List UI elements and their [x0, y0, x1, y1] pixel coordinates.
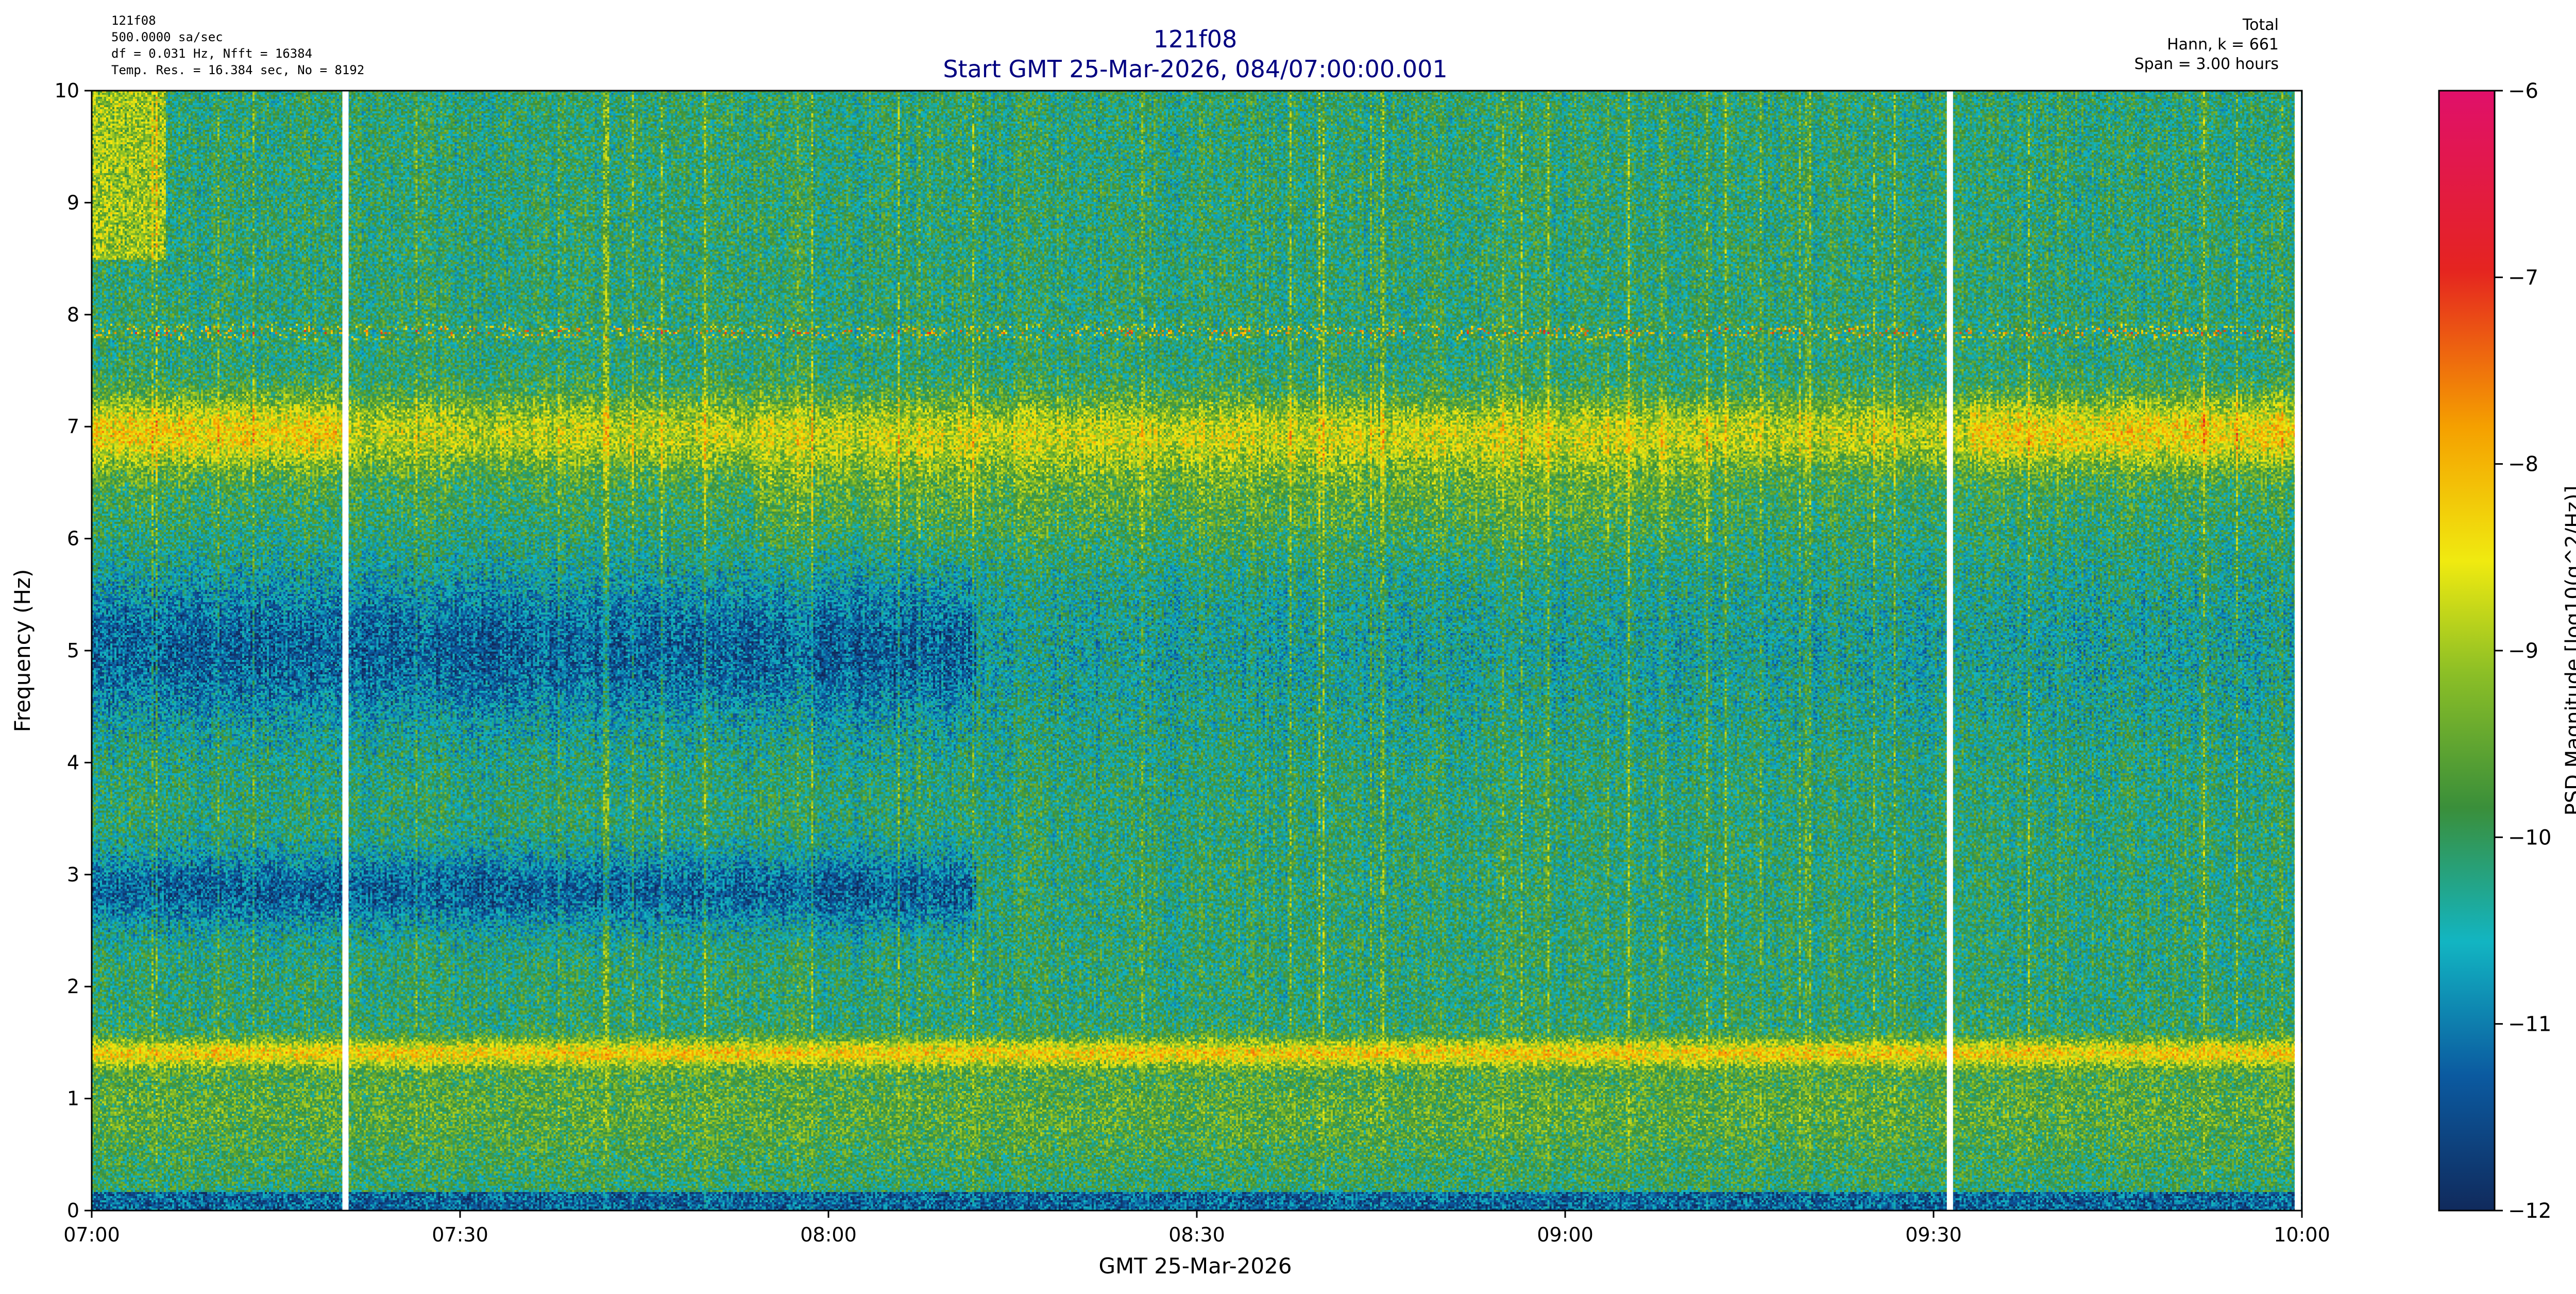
colorbar-tick-label: −11 — [2508, 1013, 2551, 1036]
data-gap — [342, 91, 349, 1211]
header-left-line-4: Temp. Res. = 16.384 sec, No = 8192 — [111, 63, 364, 77]
x-axis: 07:00 07:30 08:00 08:30 09:00 09:30 10:00 — [63, 1211, 2330, 1246]
colorbar-tick-label: −9 — [2508, 639, 2538, 663]
y-tick-label: 6 — [67, 527, 79, 550]
colorbar-tick-label: −12 — [2508, 1199, 2551, 1223]
colorbar-label: PSD Magnitude [log10(g^2/Hz)] — [2562, 486, 2576, 816]
x-tick-label: 07:30 — [432, 1223, 488, 1246]
y-tick-label: 2 — [67, 975, 79, 998]
x-tick-label: 09:30 — [1905, 1223, 1962, 1246]
header-right-line-3: Span = 3.00 hours — [2134, 55, 2279, 73]
x-axis-label: GMT 25-Mar-2026 — [1099, 1253, 1292, 1279]
y-tick-label: 5 — [67, 639, 79, 662]
y-tick-label: 10 — [55, 79, 79, 102]
header-right-line-2: Hann, k = 661 — [2167, 36, 2279, 54]
y-tick-label: 9 — [67, 191, 79, 214]
plot-area — [91, 90, 2303, 1212]
colorbar-tick-label: −8 — [2508, 453, 2538, 476]
header-left-line-1: 121f08 — [111, 13, 156, 28]
y-tick-label: 1 — [67, 1087, 79, 1110]
y-tick-label: 3 — [67, 863, 79, 886]
title-line-1: 121f08 — [1154, 25, 1238, 53]
colorbar: −6 −7 −8 −9 −10 −11 −12 PSD Magnitude [log10(g… — [2438, 79, 2576, 1223]
x-tick-label: 07:00 — [63, 1223, 120, 1246]
y-tick-label: 8 — [67, 303, 79, 326]
colorbar-tick-label: −10 — [2508, 826, 2551, 849]
colorbar-tick-label: −7 — [2508, 266, 2538, 290]
colorbar-gradient — [2438, 90, 2496, 1212]
colorbar-ticks: −6 −7 −8 −9 −10 −11 −12 — [2495, 79, 2551, 1223]
y-axis-label: Frequency (Hz) — [10, 569, 35, 733]
header-right-line-1: Total — [2242, 16, 2279, 34]
header-right: Total Hann, k = 661 Span = 3.00 hours — [2134, 16, 2279, 73]
spectrogram-heatmap — [92, 91, 2302, 1211]
y-tick-label: 7 — [67, 415, 79, 438]
header-left: 121f08 500.0000 sa/sec df = 0.031 Hz, Nf… — [111, 13, 364, 77]
y-axis: 0 1 2 3 4 5 6 7 8 9 10 — [55, 79, 92, 1222]
title-line-2: Start GMT 25-Mar-2026, 084/07:00:00.001 — [943, 55, 1447, 83]
x-tick-label: 10:00 — [2274, 1223, 2330, 1246]
y-tick-label: 4 — [67, 751, 79, 774]
header-left-line-2: 500.0000 sa/sec — [111, 30, 223, 44]
colorbar-tick-label: −6 — [2508, 79, 2538, 103]
y-tick-label: 0 — [67, 1199, 79, 1222]
header-left-line-3: df = 0.031 Hz, Nfft = 16384 — [111, 46, 312, 61]
x-tick-label: 08:00 — [800, 1223, 857, 1246]
data-gap — [2295, 91, 2301, 1211]
data-gap — [1946, 91, 1953, 1211]
data-gaps — [342, 91, 2301, 1211]
x-tick-label: 09:00 — [1537, 1223, 1594, 1246]
x-tick-label: 08:30 — [1168, 1223, 1225, 1246]
chart-title: 121f08 Start GMT 25-Mar-2026, 084/07:00:… — [943, 25, 1447, 83]
